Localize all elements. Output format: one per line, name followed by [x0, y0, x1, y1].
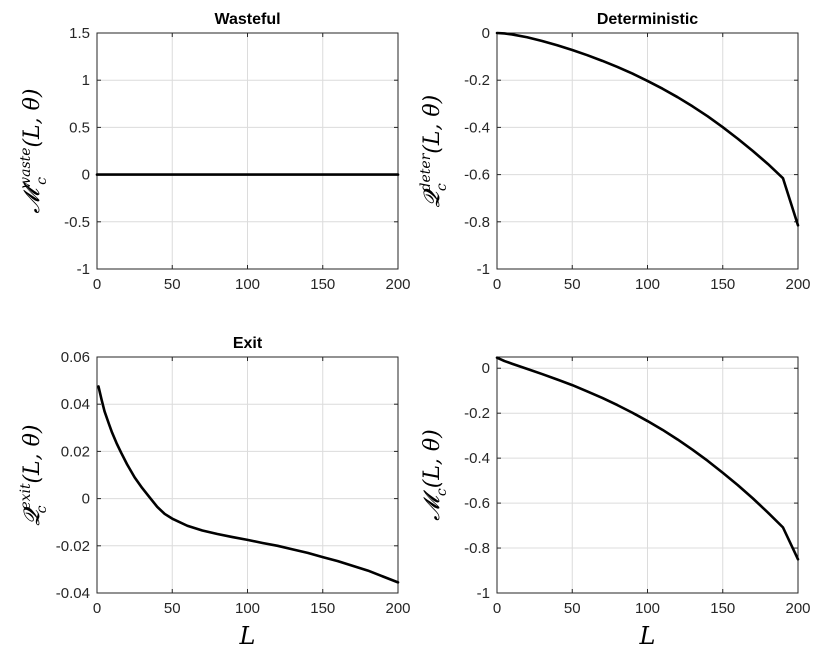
- y-tick-label: 1.5: [69, 25, 90, 42]
- y-axis-label: 𝓜wastec(L, θ): [18, 89, 50, 214]
- y-label-subscript: c: [434, 488, 450, 496]
- x-tick-label: 100: [235, 600, 260, 617]
- series-line: [495, 31, 800, 227]
- y-tick-label: -0.8: [464, 540, 490, 557]
- y-tick-label: 0.06: [61, 349, 90, 366]
- y-tick-label: -1: [477, 261, 490, 278]
- y-tick-label: 0: [82, 491, 90, 508]
- y-tick-label: 0: [482, 25, 490, 42]
- x-tick-label: 0: [493, 600, 501, 617]
- y-label-args: (L, θ): [420, 95, 445, 154]
- panel-deterministic: 0 50 100 150 200 -1 -0.8 -0.6 -0.4 -0.2 0 Determini…: [418, 11, 811, 293]
- y-tick-label: -0.04: [56, 585, 90, 602]
- y-label-superscript: exit: [18, 483, 34, 510]
- x-tick-label: 50: [564, 600, 581, 617]
- y-tick-label: -0.5: [64, 214, 90, 231]
- y-tick-label: -0.2: [464, 72, 490, 89]
- y-label-args: (L, θ): [20, 425, 45, 484]
- y-tick-label: -0.6: [464, 495, 490, 512]
- y-axis-label: 𝓜c(L, θ): [420, 429, 450, 521]
- x-axis-label: L: [639, 622, 656, 650]
- y-tick-label: -0.2: [464, 405, 490, 422]
- y-axis-label: 𝓠exitc (L, θ): [18, 425, 50, 526]
- y-tick-label: 0.02: [61, 443, 90, 460]
- panel-exit: 0 50 100 150 200 -0.04 -0.02 0 0.02 0.04 0.06 Exit 𝓠…: [18, 335, 411, 650]
- y-tick-label: 0: [82, 167, 90, 184]
- x-tick-label: 100: [635, 276, 660, 293]
- y-tick-label: 0: [482, 360, 490, 377]
- y-tick-label: -0.4: [464, 119, 490, 136]
- x-tick-label: 50: [164, 600, 181, 617]
- x-tick-label: 200: [385, 276, 410, 293]
- x-tick-label: 100: [235, 276, 260, 293]
- y-tick-label: -1: [77, 261, 90, 278]
- x-tick-label: 200: [785, 276, 810, 293]
- x-tick-label: 50: [564, 276, 581, 293]
- series-line: [97, 385, 400, 584]
- y-tick-label: -0.8: [464, 214, 490, 231]
- chart-title: Exit: [233, 335, 263, 352]
- y-tick-label: -0.4: [464, 450, 490, 467]
- y-label-symbol: 𝓠: [20, 506, 45, 525]
- y-axis-label: 𝓠deterc (L, θ): [418, 95, 450, 208]
- x-tick-label: 150: [710, 600, 735, 617]
- panel-total: 0 50 100 150 200 -1 -0.8 -0.6 -0.4 -0.2 0 𝓜c(L, θ) L: [420, 356, 811, 650]
- y-tick-label: 0.5: [69, 119, 90, 136]
- x-axis-label: L: [239, 622, 256, 650]
- panel-wasteful: 0 50 100 150 200-1-0.500.511.5Wasteful𝓜waste…: [18, 11, 411, 293]
- x-tick-label: 0: [93, 276, 101, 293]
- x-tick-label: 150: [710, 276, 735, 293]
- y-label-subscript: c: [34, 177, 50, 185]
- x-tick-label: 200: [785, 600, 810, 617]
- x-tick-label: 200: [385, 600, 410, 617]
- x-tick-label: 0: [93, 600, 101, 617]
- y-tick-label: 1: [82, 72, 90, 89]
- x-tick-label: 150: [310, 600, 335, 617]
- y-tick-label: 0.04: [61, 396, 90, 413]
- y-tick-label: -0.02: [56, 538, 90, 555]
- y-label-subscript: c: [34, 505, 50, 513]
- x-tick-label: 100: [635, 600, 660, 617]
- y-label-superscript: deter: [418, 152, 434, 191]
- x-tick-label: 0: [493, 276, 501, 293]
- y-label-subscript: c: [434, 183, 450, 191]
- series-line: [495, 356, 800, 561]
- x-tick-label: 150: [310, 276, 335, 293]
- y-label-superscript: waste: [18, 147, 34, 188]
- x-tick-label: 50: [164, 276, 181, 293]
- chart-title: Wasteful: [214, 11, 280, 28]
- y-tick-label: -0.6: [464, 167, 490, 184]
- y-label-symbol: 𝓠: [420, 188, 445, 207]
- y-label-args: (L, θ): [420, 429, 445, 488]
- y-label-args: (L, θ): [20, 89, 45, 148]
- y-tick-label: -1: [477, 585, 490, 602]
- chart-title: Deterministic: [597, 11, 698, 28]
